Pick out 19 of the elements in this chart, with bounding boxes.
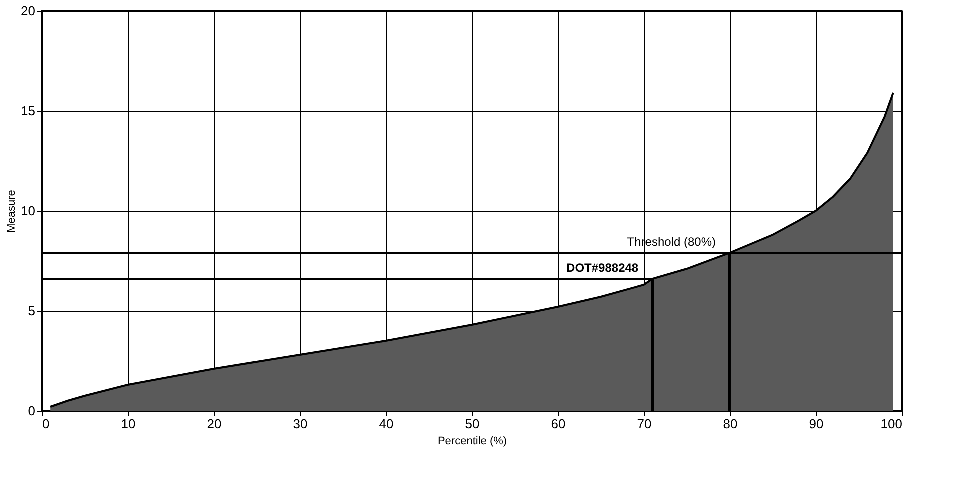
x-axis-title: Percentile (%) — [438, 436, 508, 448]
x-tick-label: 0 — [42, 416, 50, 432]
y-tick-label: 5 — [28, 304, 36, 318]
x-tick-label: 80 — [723, 416, 738, 432]
x-tick-label: 90 — [809, 416, 824, 432]
x-tick-label: 100 — [880, 416, 902, 432]
x-tick-label: 60 — [551, 416, 566, 432]
ref-line-label: DOT#988248 — [566, 261, 639, 275]
x-tick-label: 30 — [293, 416, 308, 432]
x-tick-label: 40 — [379, 416, 394, 432]
y-tick-label: 20 — [21, 4, 36, 18]
y-axis-title: Measure — [6, 190, 18, 233]
x-tick-label: 70 — [637, 416, 652, 432]
x-tick-label: 50 — [465, 416, 480, 432]
y-tick-label: 15 — [21, 104, 36, 118]
y-tick-label: 0 — [28, 404, 36, 418]
y-tick-label: 10 — [21, 204, 36, 218]
x-tick-label: 10 — [121, 416, 136, 432]
x-tick-label: 20 — [207, 416, 222, 432]
